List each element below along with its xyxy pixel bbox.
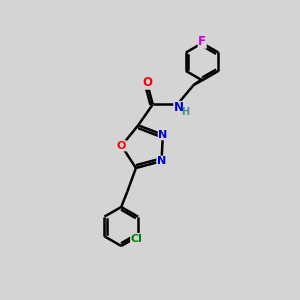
Text: F: F — [198, 35, 206, 48]
Text: N: N — [157, 156, 166, 166]
Text: O: O — [142, 76, 152, 89]
Text: N: N — [158, 130, 167, 140]
Text: O: O — [117, 141, 126, 151]
Text: H: H — [181, 107, 189, 117]
Text: Cl: Cl — [131, 234, 142, 244]
Text: N: N — [174, 101, 184, 115]
